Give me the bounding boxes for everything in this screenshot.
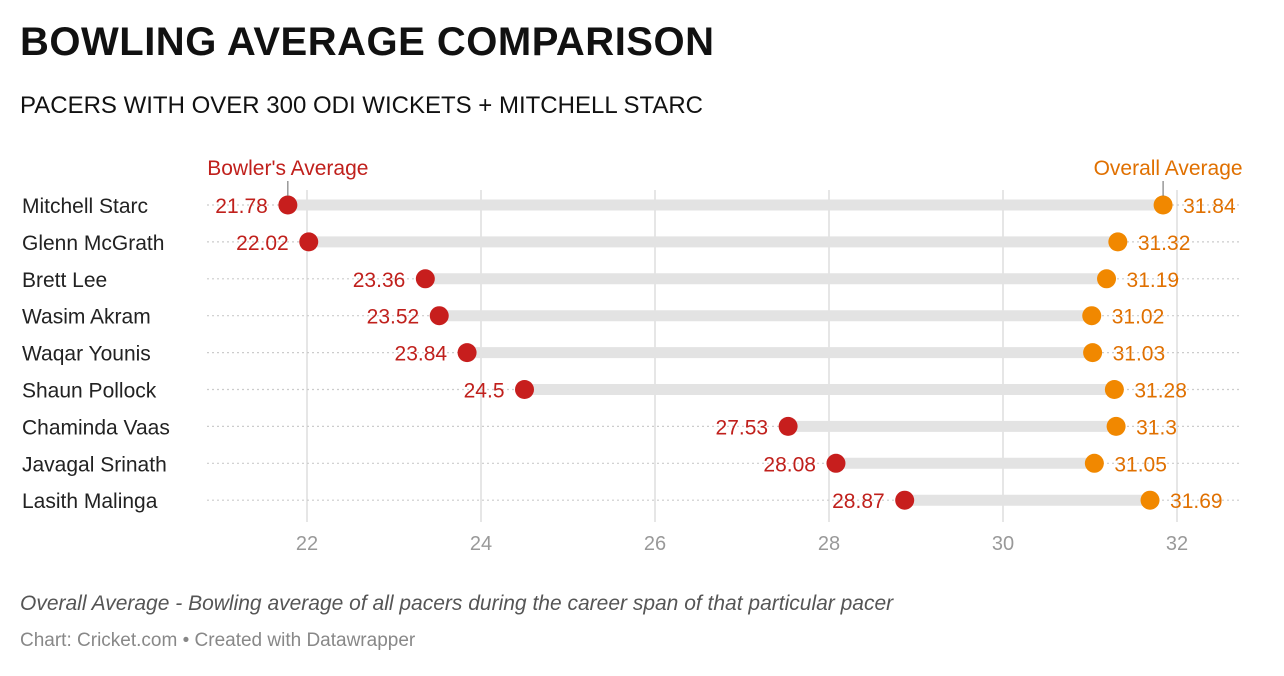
category-label: Lasith Malinga <box>22 490 158 513</box>
overall-average-label: 31.02 <box>1112 306 1165 329</box>
overall-average-dot <box>1104 380 1124 399</box>
overall-average-dot <box>1140 490 1160 510</box>
category-label: Javagal Srinath <box>22 453 167 476</box>
overall-average-dot <box>1082 306 1102 326</box>
overall-average-label: 31.03 <box>1113 343 1166 366</box>
x-tick-label: 30 <box>992 533 1014 555</box>
bowler-average-dot <box>515 380 534 399</box>
bowler-average-label: 23.84 <box>395 343 448 366</box>
category-label: Mitchell Starc <box>22 195 148 218</box>
legend-bowler-average: Bowler's Average <box>207 157 368 180</box>
bowler-average-dot <box>826 453 846 473</box>
overall-average-label: 31.05 <box>1114 453 1167 476</box>
category-label: Glenn McGrath <box>22 232 164 255</box>
overall-average-dot <box>1106 416 1126 436</box>
bowler-average-label: 28.87 <box>832 490 885 513</box>
source-credit: Chart: Cricket.com • Created with Datawr… <box>20 630 416 651</box>
overall-average-dot <box>1084 453 1104 473</box>
bowler-average-label: 27.53 <box>716 416 769 439</box>
bowler-average-dot <box>299 232 319 252</box>
overall-average-label: 31.28 <box>1134 380 1187 403</box>
category-label: Brett Lee <box>22 269 107 292</box>
bowler-average-dot <box>278 195 298 215</box>
legend-overall-average: Overall Average <box>1094 157 1243 180</box>
x-tick-label: 28 <box>818 533 840 555</box>
bowler-average-dot <box>415 269 435 289</box>
category-label: Waqar Younis <box>22 343 151 366</box>
overall-average-dot <box>1108 232 1128 252</box>
category-label: Wasim Akram <box>22 306 151 329</box>
footnote: Overall Average - Bowling average of all… <box>20 592 894 615</box>
overall-average-label: 31.19 <box>1127 269 1180 292</box>
bowler-average-label: 21.78 <box>215 195 268 218</box>
x-tick-label: 24 <box>470 533 492 555</box>
bowler-average-label: 23.52 <box>367 306 420 329</box>
bowler-average-label: 28.08 <box>763 453 816 476</box>
x-tick-label: 26 <box>644 533 666 555</box>
overall-average-label: 31.84 <box>1183 195 1236 218</box>
overall-average-dot <box>1083 343 1103 363</box>
bowler-average-label: 23.36 <box>353 269 406 292</box>
bowler-average-dot <box>429 306 449 326</box>
overall-average-label: 31.32 <box>1138 232 1191 255</box>
x-tick-label: 22 <box>296 533 318 555</box>
overall-average-label: 31.69 <box>1170 490 1223 513</box>
bowler-average-dot <box>778 416 798 436</box>
chart-title: BOWLING AVERAGE COMPARISON <box>20 20 715 64</box>
bowler-average-dot <box>457 343 477 363</box>
category-label: Shaun Pollock <box>22 380 157 403</box>
chart-subtitle: PACERS WITH OVER 300 ODI WICKETS + MITCH… <box>20 92 704 119</box>
x-tick-label: 32 <box>1166 533 1188 555</box>
bowler-average-label: 22.02 <box>236 232 289 255</box>
dot-range-chart: 22 24 26 28 30 32 Mitchell Starc 21.78 31.84 Glen… <box>22 157 1243 555</box>
category-label: Chaminda Vaas <box>22 416 170 439</box>
overall-average-label: 31.3 <box>1136 416 1177 439</box>
bowler-average-label: 24.5 <box>464 380 505 403</box>
overall-average-dot <box>1097 269 1117 289</box>
bowler-average-dot <box>895 490 915 510</box>
overall-average-dot <box>1153 195 1173 215</box>
